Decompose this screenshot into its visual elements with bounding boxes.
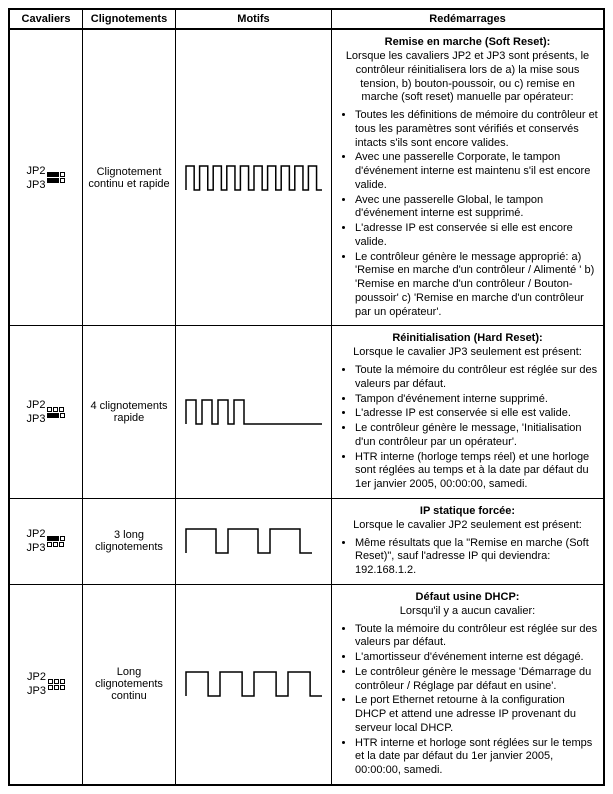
jumper-reset-table: Cavaliers Clignotements Motifs Redémarra…	[8, 8, 605, 786]
waveform-icon	[184, 525, 324, 557]
reset-bullets: Toute la mémoire du contrôleur est réglé…	[337, 364, 598, 492]
reset-title: Réinitialisation (Hard Reset):	[337, 332, 598, 344]
jumper-diagram	[48, 678, 65, 691]
clignotements-cell: 3 long clignotements	[83, 498, 176, 584]
jumper-diagram	[47, 535, 65, 548]
table-row: JP2JP3 Clignotement continu et rapide Remi…	[9, 29, 604, 326]
motif-cell	[176, 498, 332, 584]
bullet-item: Le contrôleur génère le message appropri…	[355, 251, 598, 320]
reset-intro: Lorsque le cavalier JP2 seulement est pr…	[345, 519, 590, 533]
motif-cell	[176, 326, 332, 499]
reset-intro: Lorsque le cavalier JP3 seulement est pr…	[345, 346, 590, 360]
bullet-item: HTR interne (horloge temps réel) et une …	[355, 451, 598, 492]
table-row: JP2JP3 4 clignotements rapide Réinitialisa…	[9, 326, 604, 499]
cavaliers-cell: JP2JP3	[9, 584, 83, 785]
jumper-labels: JP2JP3	[27, 527, 46, 555]
bullet-item: Le contrôleur génère le message, 'Initia…	[355, 422, 598, 450]
table-row: JP2JP3 Long clignotements continu Défaut u…	[9, 584, 604, 785]
bullet-item: Toutes les définitions de mémoire du con…	[355, 109, 598, 150]
motif-cell	[176, 584, 332, 785]
bullet-item: Tampon d'événement interne supprimé.	[355, 393, 598, 407]
bullet-item: Le port Ethernet retourne à la configura…	[355, 694, 598, 735]
cavaliers-cell: JP2JP3	[9, 326, 83, 499]
bullet-item: Toute la mémoire du contrôleur est réglé…	[355, 364, 598, 392]
table-row: JP2JP3 3 long clignotements IP statique fo…	[9, 498, 604, 584]
jumper-labels: JP2JP3	[27, 398, 46, 426]
clignotements-cell: Long clignotements continu	[83, 584, 176, 785]
jumper-diagram	[47, 406, 65, 419]
bullet-item: L'amortisseur d'événement interne est dé…	[355, 651, 598, 665]
reset-bullets: Toutes les définitions de mémoire du con…	[337, 109, 598, 319]
cavaliers-cell: JP2JP3	[9, 29, 83, 326]
bullet-item: L'adresse IP est conservée si elle est v…	[355, 407, 598, 421]
jumper-labels: JP2JP3	[27, 670, 46, 698]
bullet-item: L'adresse IP est conservée si elle est e…	[355, 222, 598, 250]
bullet-item: Avec une passerelle Global, le tampon d'…	[355, 194, 598, 222]
reset-bullets: Toute la mémoire du contrôleur est réglé…	[337, 623, 598, 778]
cavaliers-cell: JP2JP3	[9, 498, 83, 584]
redemarrages-cell: Remise en marche (Soft Reset): Lorsque le…	[332, 29, 605, 326]
header-redemarrages: Redémarrages	[332, 9, 605, 29]
reset-title: Défaut usine DHCP:	[337, 591, 598, 603]
waveform-icon	[184, 396, 324, 428]
redemarrages-cell: IP statique forcée: Lorsque le cavalier J…	[332, 498, 605, 584]
bullet-item: Même résultats que la "Remise en marche …	[355, 537, 598, 578]
redemarrages-cell: Réinitialisation (Hard Reset): Lorsque le…	[332, 326, 605, 499]
waveform-icon	[184, 668, 324, 700]
reset-intro: Lorsque les cavaliers JP2 et JP3 sont pr…	[345, 50, 590, 105]
motif-cell	[176, 29, 332, 326]
waveform-icon	[184, 162, 324, 194]
bullet-item: Avec une passerelle Corporate, le tampon…	[355, 151, 598, 192]
header-cavaliers: Cavaliers	[9, 9, 83, 29]
reset-title: IP statique forcée:	[337, 505, 598, 517]
bullet-item: Le contrôleur génère le message 'Démarra…	[355, 666, 598, 694]
clignotements-cell: 4 clignotements rapide	[83, 326, 176, 499]
header-motifs: Motifs	[176, 9, 332, 29]
bullet-item: HTR interne et horloge sont réglées sur …	[355, 737, 598, 778]
redemarrages-cell: Défaut usine DHCP: Lorsqu'il y a aucun ca…	[332, 584, 605, 785]
reset-title: Remise en marche (Soft Reset):	[337, 36, 598, 48]
reset-bullets: Même résultats que la "Remise en marche …	[337, 537, 598, 578]
bullet-item: Toute la mémoire du contrôleur est réglé…	[355, 623, 598, 651]
header-clignotements: Clignotements	[83, 9, 176, 29]
jumper-diagram	[47, 171, 65, 184]
jumper-labels: JP2JP3	[27, 164, 46, 192]
reset-intro: Lorsqu'il y a aucun cavalier:	[345, 605, 590, 619]
clignotements-cell: Clignotement continu et rapide	[83, 29, 176, 326]
